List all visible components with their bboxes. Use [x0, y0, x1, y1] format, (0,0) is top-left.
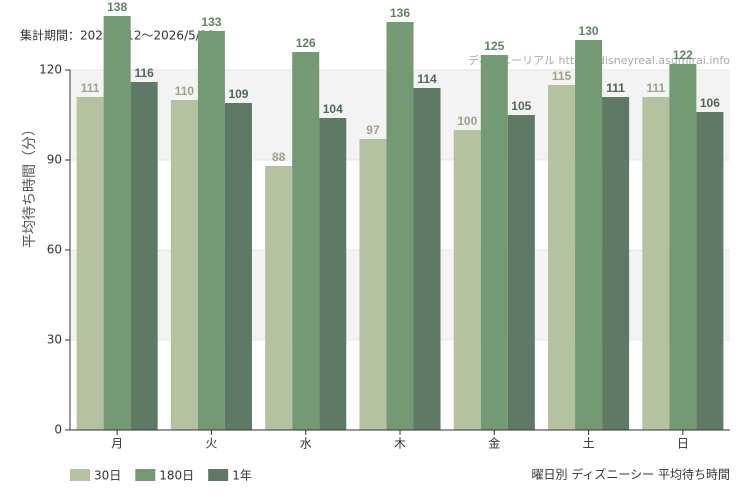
bar [602, 97, 630, 430]
value-label: 111 [606, 81, 625, 95]
value-label: 133 [201, 15, 221, 29]
y-tick-label: 90 [47, 153, 62, 167]
value-label: 110 [175, 84, 195, 98]
value-label: 122 [673, 48, 693, 62]
bar [548, 85, 576, 430]
bar [696, 112, 724, 430]
bar [413, 88, 441, 430]
value-label: 125 [484, 39, 504, 53]
value-label: 109 [228, 87, 248, 101]
x-tick-label: 木 [394, 437, 406, 451]
value-label: 97 [366, 123, 380, 137]
bar [103, 16, 131, 430]
value-label: 111 [646, 81, 665, 95]
bar [453, 130, 481, 430]
value-label: 100 [457, 114, 477, 128]
y-tick-label: 30 [47, 333, 62, 347]
value-label: 88 [272, 150, 286, 164]
value-label: 114 [417, 72, 437, 86]
value-label: 115 [552, 69, 572, 83]
y-tick-label: 0 [54, 423, 62, 437]
value-label: 130 [579, 24, 599, 38]
value-label: 111 [81, 81, 100, 95]
bar [575, 40, 603, 430]
bar [224, 103, 252, 430]
x-tick-label: 土 [583, 437, 595, 451]
y-axis-label: 平均待ち時間（分） [22, 122, 38, 248]
x-tick-label: 水 [300, 437, 312, 451]
legend-swatch [70, 469, 90, 481]
legend-swatch [208, 469, 229, 481]
value-label: 116 [134, 66, 154, 80]
y-tick-label: 60 [47, 243, 62, 257]
value-label: 105 [511, 99, 531, 113]
x-tick-label: 月 [111, 437, 123, 451]
bar [76, 97, 104, 430]
bar [130, 82, 158, 430]
bar [197, 31, 225, 430]
bar [170, 100, 198, 430]
y-tick-label: 120 [39, 63, 62, 77]
legend-label: 30日 [94, 469, 121, 483]
x-tick-label: 火 [205, 437, 217, 451]
legend-label: 1年 [232, 469, 252, 483]
bar [265, 166, 293, 430]
value-label: 136 [390, 6, 410, 20]
value-label: 104 [323, 102, 343, 116]
bar [642, 97, 670, 430]
x-tick-label: 金 [488, 436, 500, 451]
x-tick-label: 日 [677, 437, 689, 451]
bar [507, 115, 535, 430]
bar [359, 139, 387, 430]
legend-swatch [135, 469, 156, 481]
caption: 曜日別 ディズニーシー 平均待ち時間 [531, 467, 730, 482]
value-label: 126 [296, 36, 316, 50]
bar [292, 52, 320, 430]
bar [386, 22, 414, 430]
value-label: 138 [107, 0, 127, 14]
bar [319, 118, 347, 430]
bar [669, 64, 697, 430]
bar [480, 55, 508, 430]
legend-label: 180日 [159, 469, 194, 483]
value-label: 106 [700, 96, 720, 110]
